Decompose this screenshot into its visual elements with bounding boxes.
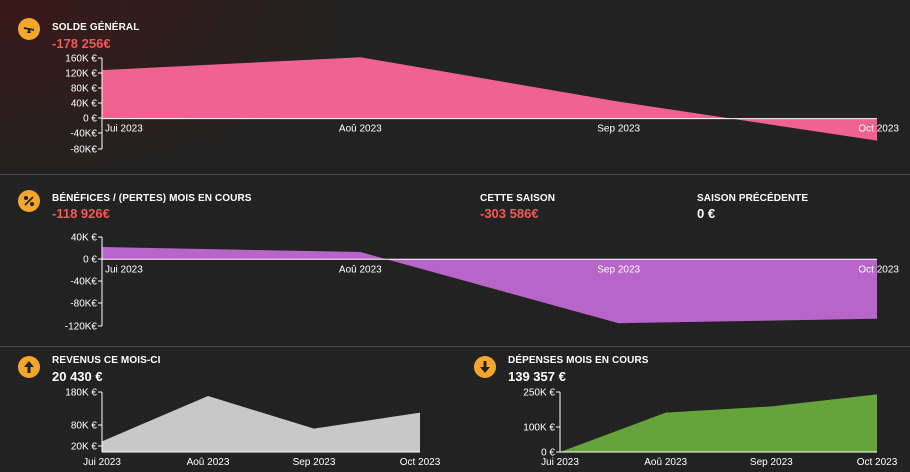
- x-tick-label: Sep 2023: [597, 124, 640, 135]
- x-tick-label: Aoû 2023: [187, 457, 230, 468]
- section-divider: [0, 346, 910, 347]
- balance-scale-icon: [18, 18, 40, 40]
- y-tick-label: 40K €: [71, 233, 98, 244]
- y-tick-label: 80K €: [71, 84, 98, 95]
- y-tick-label: -40K€: [70, 277, 97, 288]
- x-tick-label: Jui 2023: [105, 124, 143, 135]
- depenses-value: 139 357 €: [508, 369, 566, 384]
- season-value: -303 586€: [480, 206, 539, 221]
- percent-icon: [18, 190, 40, 212]
- area-series: [102, 57, 877, 141]
- y-tick-label: -80K€: [70, 299, 97, 310]
- benefices-title: BÉNÉFICES / (PERTES) MOIS EN COURS: [52, 193, 252, 204]
- x-tick-label: Jui 2023: [83, 457, 121, 468]
- x-tick-label: Sep 2023: [293, 457, 336, 468]
- y-tick-label: 20K €: [71, 442, 98, 453]
- y-tick-label: -120K€: [65, 322, 98, 333]
- x-tick-label: Sep 2023: [750, 457, 793, 468]
- area-series: [560, 394, 877, 452]
- y-tick-label: 80K €: [71, 421, 98, 432]
- x-tick-label: Oct 2023: [400, 457, 441, 468]
- depenses-title: DÉPENSES MOIS EN COURS: [508, 355, 649, 366]
- area-series: [102, 247, 877, 324]
- revenus-value: 20 430 €: [52, 369, 103, 384]
- benefices-value: -118 926€: [52, 206, 110, 221]
- y-tick-label: 160K €: [65, 54, 97, 65]
- solde-title: SOLDE GÉNÉRAL: [52, 22, 140, 33]
- x-tick-label: Aoû 2023: [339, 264, 382, 275]
- area-series: [102, 396, 420, 452]
- y-tick-label: 250K €: [523, 388, 555, 399]
- y-tick-label: -80K€: [70, 145, 97, 156]
- x-tick-label: Aoû 2023: [644, 457, 687, 468]
- y-tick-label: 180K €: [65, 388, 97, 399]
- x-tick-label: Oct 2023: [858, 264, 899, 275]
- revenus-title: REVENUS CE MOIS-CI: [52, 355, 161, 366]
- y-tick-label: 0 €: [83, 114, 97, 125]
- y-tick-label: 100K €: [523, 423, 555, 434]
- x-tick-label: Oct 2023: [857, 457, 898, 468]
- y-tick-label: -40K€: [70, 129, 97, 140]
- prev-season-value: 0 €: [697, 206, 716, 221]
- y-tick-label: 0 €: [83, 255, 97, 266]
- y-tick-label: 40K €: [71, 99, 98, 110]
- y-tick-label: 0 €: [541, 448, 555, 459]
- x-tick-label: Jui 2023: [541, 457, 579, 468]
- solde-value: -178 256€: [52, 36, 111, 51]
- y-tick-label: 120K €: [65, 69, 97, 80]
- x-tick-label: Sep 2023: [597, 264, 640, 275]
- prev-season-title: SAISON PRÉCÉDENTE: [697, 193, 809, 204]
- section-divider: [0, 174, 910, 175]
- x-tick-label: Oct 2023: [858, 124, 899, 135]
- season-title: CETTE SAISON: [480, 193, 556, 204]
- arrow-down-icon: [474, 356, 496, 378]
- x-tick-label: Aoû 2023: [339, 124, 382, 135]
- arrow-up-icon: [18, 356, 40, 378]
- x-tick-label: Jui 2023: [105, 264, 143, 275]
